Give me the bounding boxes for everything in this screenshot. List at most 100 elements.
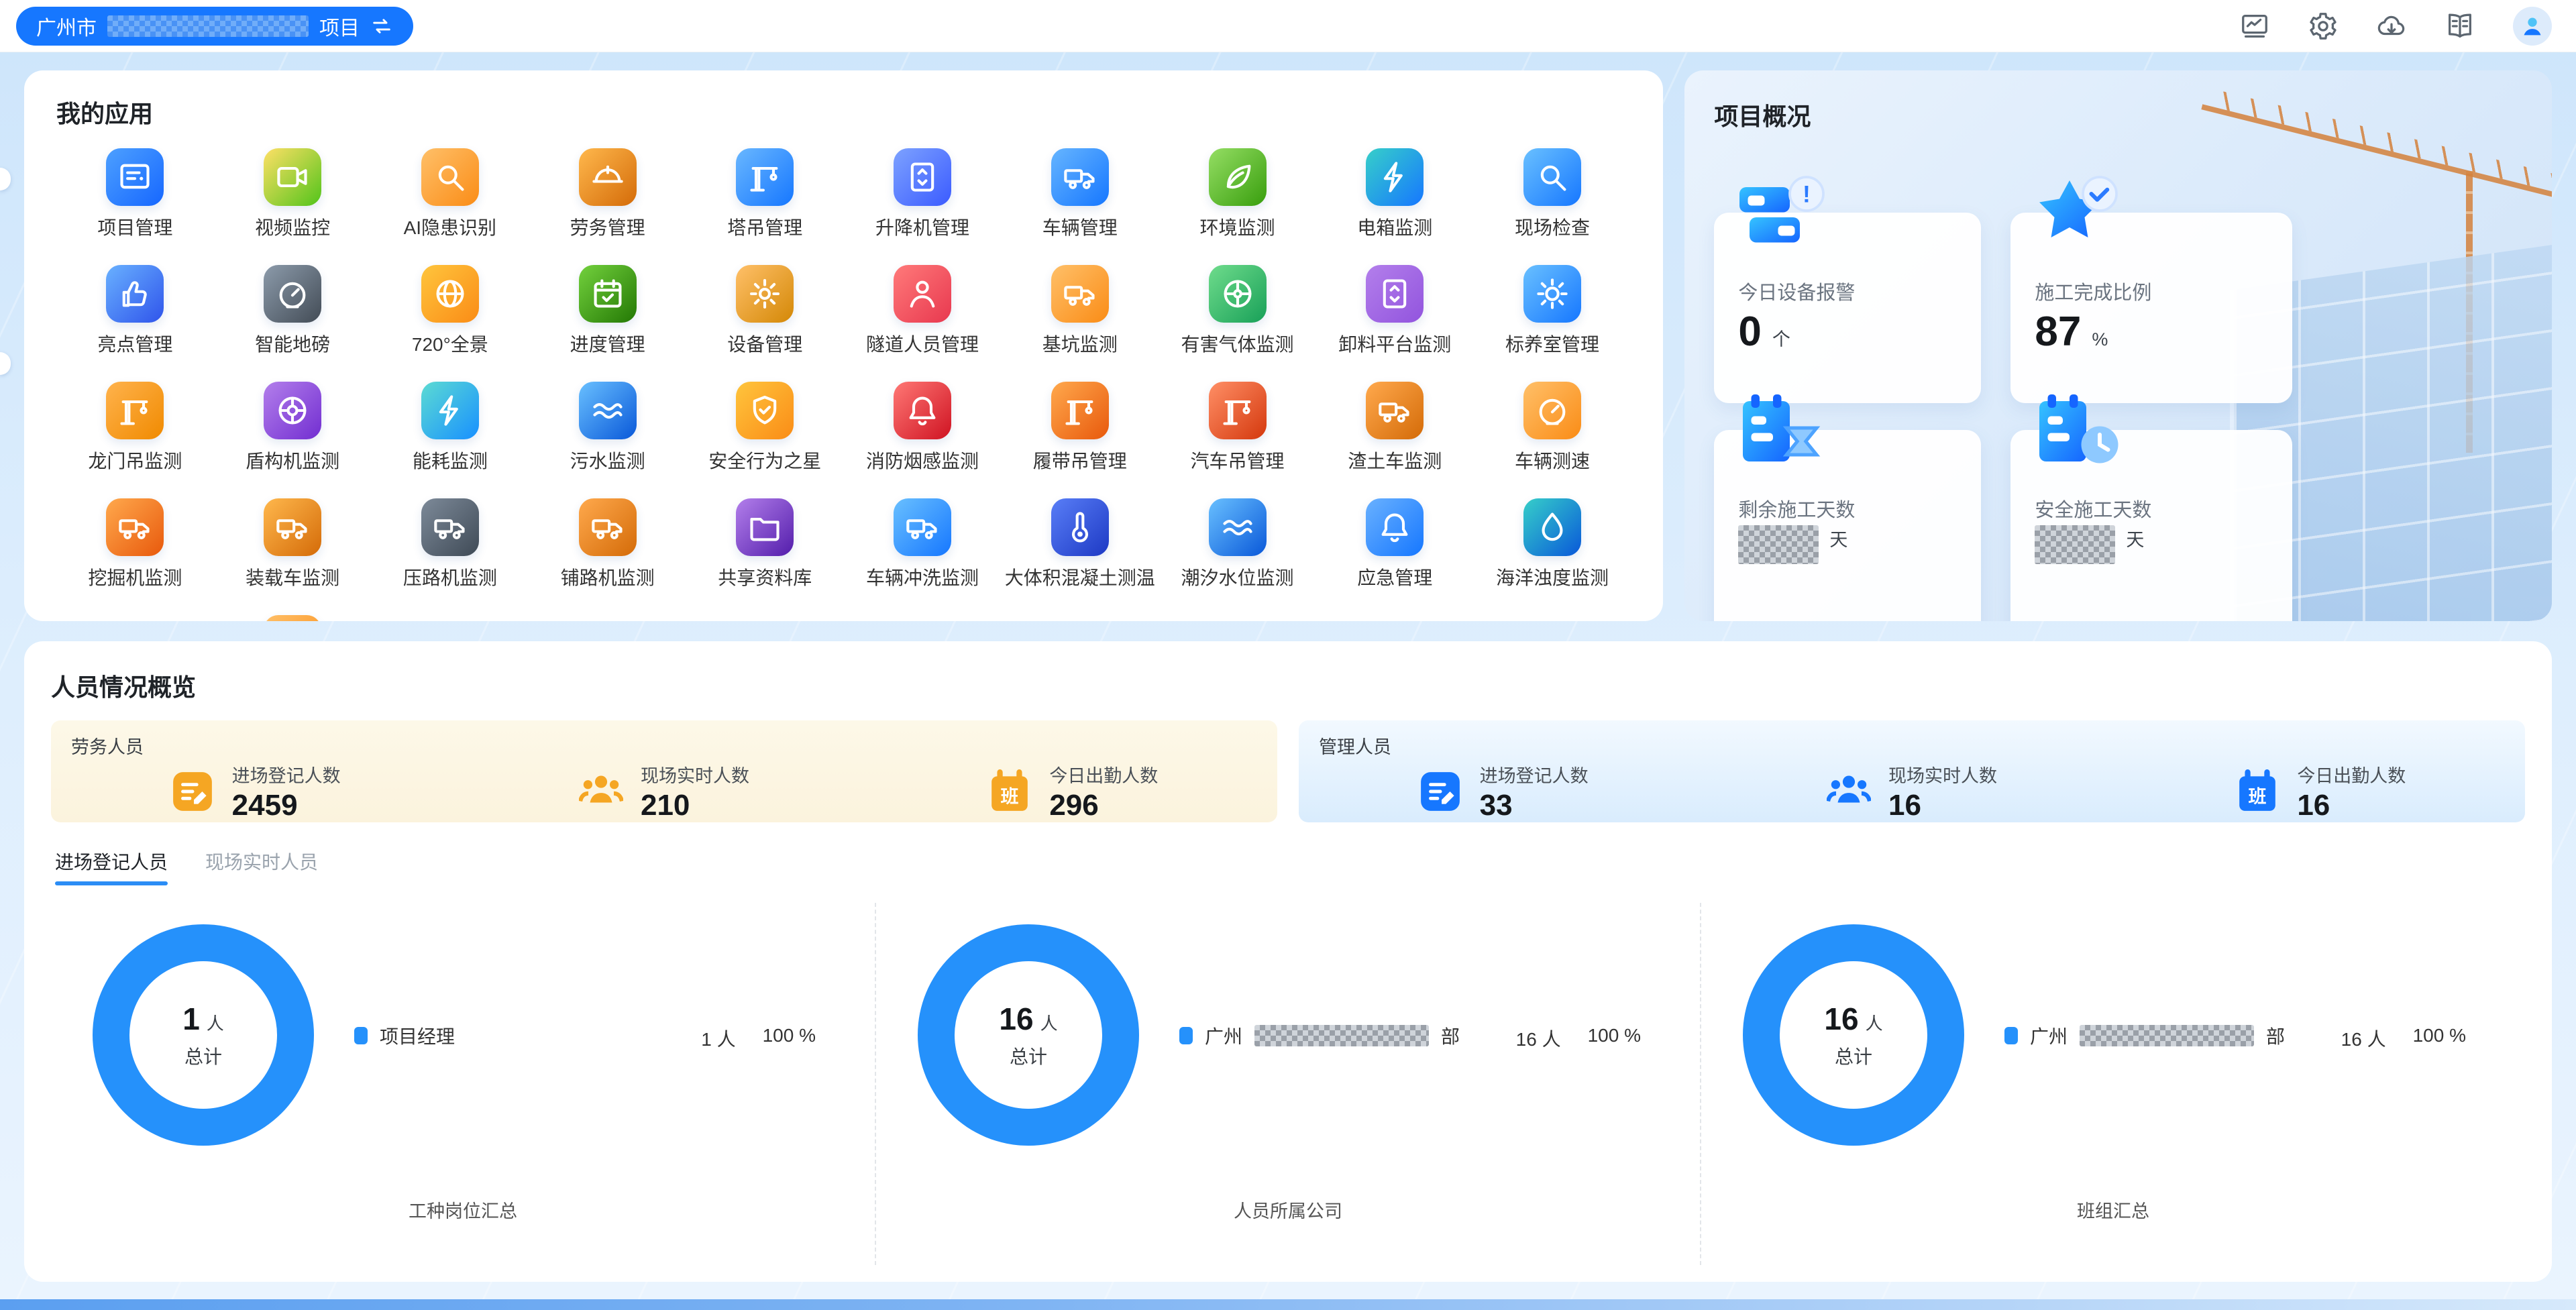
app-item[interactable]: 大体积混凝土测温: [1001, 498, 1159, 590]
donut-total-value: 16: [999, 1001, 1034, 1036]
app-item[interactable]: 安全行为之星: [686, 382, 844, 473]
labor-panel-title: 劳务人员: [71, 737, 144, 757]
app-item-label: 劳务管理: [570, 217, 645, 238]
smoke-alarm-icon: [894, 382, 952, 439]
edge-scroll-handle[interactable]: [0, 168, 11, 190]
app-item[interactable]: 有害气体监测: [1159, 265, 1316, 356]
app-item[interactable]: 盾构机监测: [214, 382, 372, 473]
edge-scroll-handle[interactable]: [0, 352, 11, 375]
app-item[interactable]: 隧道人员管理: [844, 265, 1002, 356]
metric-label: 剩余施工天数: [1738, 500, 1856, 521]
overview-metric-card: 施工完成比例 87 %: [2010, 176, 2293, 403]
app-item[interactable]: 污水监测: [529, 382, 686, 473]
app-item[interactable]: 塔吊管理: [686, 148, 844, 239]
app-item[interactable]: 劳务管理: [529, 148, 686, 239]
app-item[interactable]: 共享资料库: [686, 498, 844, 590]
settings-gear-icon[interactable]: [2308, 11, 2339, 42]
app-item[interactable]: AI隐患识别: [371, 148, 529, 239]
chart-footer-label: 班组汇总: [2077, 1201, 2149, 1221]
user-avatar[interactable]: [2513, 6, 2552, 46]
donut-total-label: 总计: [1009, 1046, 1047, 1067]
app-item[interactable]: 海洋浊度监测: [1474, 498, 1631, 590]
app-item-label: 标养室管理: [1505, 334, 1599, 355]
app-item[interactable]: 卸料平台监测: [1316, 265, 1474, 356]
app-item[interactable]: 履带吊管理: [1001, 382, 1159, 473]
metric-label: 施工完成比例: [2035, 282, 2152, 304]
app-item[interactable]: 进度管理: [529, 265, 686, 356]
ai-hazard-search-icon: [421, 148, 479, 206]
app-item-label: 渣土车监测: [1348, 451, 1442, 472]
ocean-drop-icon: [1523, 498, 1581, 556]
gas-fan-icon: [1208, 265, 1267, 323]
personnel-tab-realtime[interactable]: 现场实时人员: [205, 852, 319, 873]
app-item[interactable]: 潮汐水位监测: [1159, 498, 1316, 590]
donut-total-label: 总计: [1834, 1046, 1872, 1067]
app-item[interactable]: 挖掘机监测: [56, 498, 214, 590]
app-item[interactable]: 铺路机监测: [529, 498, 686, 590]
cloud-download-icon[interactable]: [2376, 11, 2407, 42]
app-item[interactable]: 龙门吊监测: [56, 382, 214, 473]
bottom-gradient-band: [0, 1299, 2576, 1310]
censored-value: [2035, 525, 2116, 564]
app-item[interactable]: 消防烟感监测: [844, 382, 1002, 473]
app-item[interactable]: 车辆管理: [1001, 148, 1159, 239]
app-item[interactable]: 电箱监测: [1316, 148, 1474, 239]
app-item[interactable]: 基坑监测: [1001, 265, 1159, 356]
app-item-label: 共享资料库: [718, 567, 812, 588]
overview-cards-grid: ! 今日设备报警 0 个 施工完成比例 87 % 剩余施工天数 天 安全: [1714, 176, 2522, 621]
svg-text:班: 班: [1001, 787, 1019, 807]
register-form-icon: [1418, 769, 1462, 814]
app-item[interactable]: 渣土车监测: [1316, 382, 1474, 473]
app-item[interactable]: 压路机监测: [371, 498, 529, 590]
app-item-label: 污水监测: [570, 451, 645, 472]
dump-truck-icon: [1366, 382, 1424, 439]
personnel-stat: 现场实时人数 16: [1707, 761, 2116, 822]
app-item[interactable]: 汽车吊管理: [1159, 382, 1316, 473]
app-item-label: 电箱监测: [1357, 217, 1433, 238]
app-item[interactable]: 项目管理: [56, 148, 214, 239]
stat-label: 现场实时人数: [640, 765, 749, 786]
metric-unit: 天: [1829, 530, 1848, 550]
stat-label: 进场登记人数: [1479, 765, 1589, 786]
app-item[interactable]: 环境监测: [1159, 148, 1316, 239]
smart-scale-icon: [264, 265, 322, 323]
device-alarm-icon: !: [1733, 174, 1833, 254]
personnel-stat: 进场登记人数 33: [1299, 761, 1707, 822]
app-item[interactable]: 智能地磅: [214, 265, 372, 356]
app-item[interactable]: 应急管理: [1316, 498, 1474, 590]
project-selector-pill[interactable]: 广州市 项目: [16, 6, 413, 46]
donut-total-unit: 人: [1865, 1014, 1883, 1034]
dashboard-monitor-icon[interactable]: [2239, 11, 2270, 42]
app-item-label: 亮点管理: [97, 334, 173, 355]
legend-text-censored: [2080, 1025, 2255, 1046]
app-item[interactable]: 设备管理: [686, 265, 844, 356]
app-item[interactable]: 亮点管理: [56, 265, 214, 356]
personnel-tab-registered[interactable]: 进场登记人员: [55, 848, 168, 885]
manual-book-icon[interactable]: [2445, 11, 2475, 42]
app-item[interactable]: 装载车监测: [214, 498, 372, 590]
app-item[interactable]: 720°全景: [371, 265, 529, 356]
app-item[interactable]: 视频监控: [214, 148, 372, 239]
app-item[interactable]: 升降机管理: [844, 148, 1002, 239]
project-board-icon: [106, 148, 164, 206]
legend-color-dot: [1179, 1027, 1193, 1044]
donut-total-value: 1: [182, 1001, 200, 1036]
app-item[interactable]: 车辆测速: [1474, 382, 1631, 473]
calendar-hourglass-icon: [1733, 391, 1833, 472]
app-item-label: 现场检查: [1514, 217, 1590, 238]
app-item[interactable]: 能耗监测: [371, 382, 529, 473]
app-item[interactable]: [214, 615, 372, 621]
app-item-label: 压路机监测: [402, 567, 497, 588]
app-item-label: 潮汐水位监测: [1181, 567, 1294, 588]
partial-app-icon: [264, 615, 322, 621]
app-item[interactable]: 标养室管理: [1474, 265, 1631, 356]
app-item[interactable]: 车辆冲洗监测: [844, 498, 1002, 590]
app-item[interactable]: 现场检查: [1474, 148, 1631, 239]
app-item-label: AI隐患识别: [403, 217, 497, 238]
svg-text:!: !: [1803, 182, 1811, 208]
app-item-label: 铺路机监测: [560, 567, 655, 588]
donut-ring: [1743, 924, 1964, 1146]
chart-footer-label: 人员所属公司: [1234, 1201, 1342, 1221]
donut-ring: [918, 924, 1139, 1146]
